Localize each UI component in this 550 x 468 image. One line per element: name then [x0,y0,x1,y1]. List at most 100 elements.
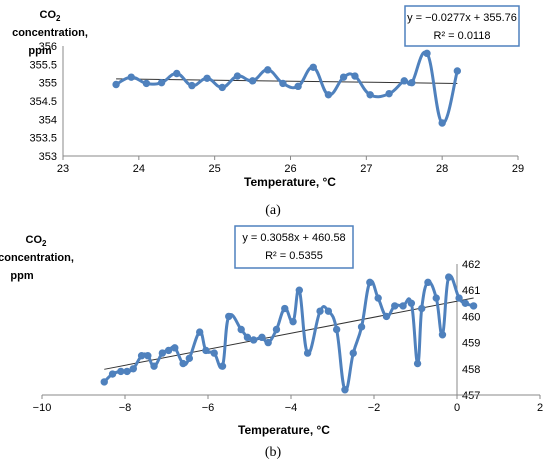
x-tick-label: 26 [284,163,296,175]
r-squared-label: R² = 0.0118 [434,30,491,42]
data-point [445,273,453,281]
data-point [249,336,258,344]
y-tick-label: 460 [462,311,480,323]
y-tick-label: 462 [462,259,480,271]
data-point [272,325,281,334]
y-tick-label: 355 [39,78,57,90]
x-tick-label: 28 [436,163,448,175]
x-tick-label: −8 [119,402,132,414]
data-point [339,73,348,81]
data-point [129,365,138,373]
data-point [137,352,146,360]
data-point [225,312,233,321]
trendline-equation: y = 0.3058x + 460.58 [242,232,345,244]
data-point [127,73,135,81]
y-tick-label: 354.5 [29,96,57,108]
x-axis-label: Temperature, °C [244,175,336,189]
data-point [423,49,431,58]
data-point [400,77,408,85]
y-tick-label: 459 [462,338,480,350]
equation-box [234,225,354,269]
data-point [171,344,179,352]
data-point [164,346,173,355]
data-point [294,82,302,91]
data-point [150,362,158,370]
y-tick-label: 354 [39,114,57,126]
data-point [332,325,341,334]
y-axis-label-line-1: CO2 [26,234,48,248]
y-axis-label-subscript: 2 [42,239,47,248]
data-point [438,119,446,127]
data-point [237,325,245,334]
data-point [351,72,359,80]
data-point [218,362,227,370]
y-tick-label: 457 [462,390,480,402]
x-tick-label: 2 [537,402,543,414]
data-point [264,66,272,74]
y-tick-label: 355.5 [29,59,57,71]
data-point [316,307,324,315]
x-tick-label: −10 [33,402,52,414]
series-line [103,274,475,392]
data-point [341,386,349,394]
data-point [385,89,393,98]
data-point [424,278,432,287]
x-tick-label: −6 [202,402,215,414]
data-point [108,370,117,378]
y-axis-label-line-2: concentration, [12,27,88,39]
data-point [100,378,108,386]
data-point [144,352,152,360]
data-point [233,72,242,80]
y-axis-label-line-3: ppm [28,45,51,57]
data-point [173,69,181,78]
data-point [188,81,196,90]
chart-panel-1: 457 458 459 460 461 462 −10 −8 −6 −4 −2 0 2 y = 0.305… [0,225,543,460]
data-point [117,367,125,376]
data-point [469,302,478,310]
data-point [324,307,333,315]
data-point [399,302,407,310]
data-point [366,278,374,287]
data-point [157,78,166,87]
data-point [432,294,440,302]
data-point [203,74,211,82]
data-point [295,286,303,294]
y-tick-label: 353.5 [29,133,57,145]
data-point [357,323,366,331]
data-point [196,328,204,336]
data-point [218,83,226,92]
data-point [158,349,167,357]
x-tick-label: 27 [360,163,372,175]
data-point [438,331,447,339]
chart-panel-0: 353 353.5 354 354.5 355 355.5 356 23 24 25 26 27 28 2… [12,5,524,218]
x-tick-label: 24 [133,163,145,175]
y-tick-label: 461 [462,285,480,297]
data-point [382,312,391,321]
data-point [202,346,210,355]
data-point [258,333,266,342]
data-point [374,294,382,302]
data-point [281,304,289,313]
data-point [391,302,399,310]
series-line [115,50,459,125]
data-point [418,304,426,313]
equation-box [404,5,520,47]
data-point [408,78,416,87]
data-point [461,299,469,307]
data-point [349,349,357,357]
data-point [142,79,151,88]
x-tick-label: 29 [512,163,524,175]
data-point [279,79,287,88]
x-tick-label: 25 [209,163,221,175]
data-point [248,77,257,85]
data-point [264,338,272,347]
data-point [210,349,218,357]
y-tick-label: 353 [39,151,57,163]
data-point [303,349,312,357]
data-point [407,299,416,307]
y-tick-label: 356 [39,41,57,53]
x-tick-label: −2 [368,402,381,414]
data-point [455,294,463,302]
x-tick-label: 23 [57,163,69,175]
